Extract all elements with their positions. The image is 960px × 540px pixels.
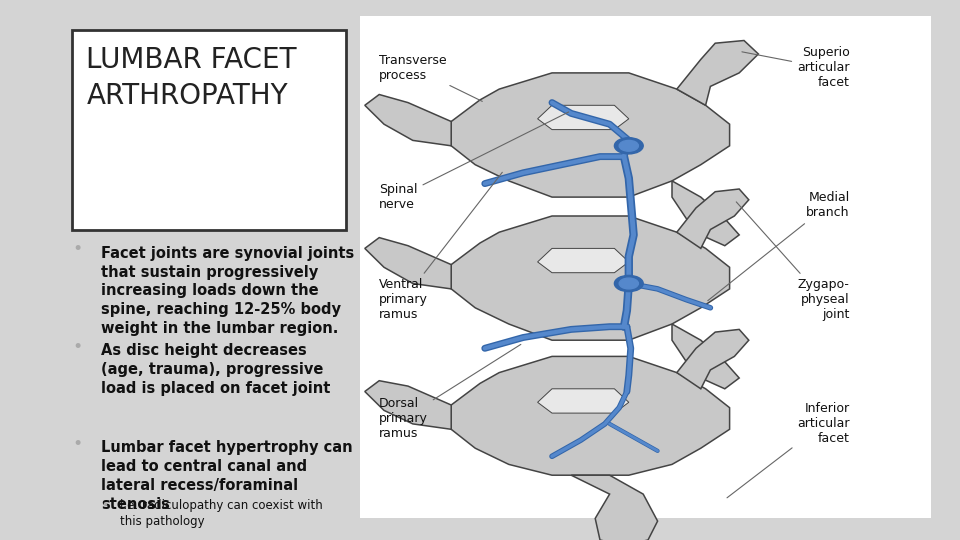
Text: i.e. radiculopathy can coexist with
this pathology: i.e. radiculopathy can coexist with this… bbox=[120, 500, 323, 528]
Text: •: • bbox=[72, 240, 83, 258]
Circle shape bbox=[619, 140, 638, 151]
Polygon shape bbox=[451, 216, 730, 340]
Polygon shape bbox=[672, 324, 739, 389]
Polygon shape bbox=[365, 94, 451, 146]
Text: Spinal
nerve: Spinal nerve bbox=[379, 112, 568, 211]
Polygon shape bbox=[365, 381, 451, 429]
Text: Lumbar facet hypertrophy can
lead to central canal and
lateral recess/foraminal
: Lumbar facet hypertrophy can lead to cen… bbox=[101, 440, 352, 511]
Text: Dorsal
primary
ramus: Dorsal primary ramus bbox=[379, 345, 521, 440]
Polygon shape bbox=[538, 105, 629, 130]
FancyBboxPatch shape bbox=[360, 16, 931, 518]
Text: LUMBAR FACET
ARTHROPATHY: LUMBAR FACET ARTHROPATHY bbox=[86, 46, 297, 110]
Text: •: • bbox=[72, 338, 83, 355]
Text: As disc height decreases
(age, trauma), progressive
load is placed on facet join: As disc height decreases (age, trauma), … bbox=[101, 343, 330, 396]
Text: •: • bbox=[101, 500, 108, 512]
Circle shape bbox=[614, 275, 643, 292]
Text: Medial
branch: Medial branch bbox=[708, 191, 850, 301]
Polygon shape bbox=[672, 181, 739, 246]
Circle shape bbox=[619, 278, 638, 289]
Polygon shape bbox=[677, 40, 758, 105]
Polygon shape bbox=[451, 356, 730, 475]
Polygon shape bbox=[538, 248, 629, 273]
Text: Transverse
process: Transverse process bbox=[379, 53, 482, 102]
Text: Facet joints are synovial joints
that sustain progressively
increasing loads dow: Facet joints are synovial joints that su… bbox=[101, 246, 354, 336]
FancyBboxPatch shape bbox=[72, 30, 346, 230]
Circle shape bbox=[614, 138, 643, 154]
Polygon shape bbox=[571, 475, 658, 540]
Polygon shape bbox=[538, 389, 629, 413]
Polygon shape bbox=[677, 189, 749, 248]
Text: Inferior
articular
facet: Inferior articular facet bbox=[727, 402, 850, 498]
Polygon shape bbox=[365, 238, 451, 289]
Text: Zygapo-
physeal
joint: Zygapo- physeal joint bbox=[736, 202, 850, 321]
Text: Ventral
primary
ramus: Ventral primary ramus bbox=[379, 172, 502, 321]
Polygon shape bbox=[677, 329, 749, 389]
Text: •: • bbox=[72, 435, 83, 453]
Polygon shape bbox=[451, 73, 730, 197]
Text: Superio
articular
facet: Superio articular facet bbox=[742, 46, 850, 89]
